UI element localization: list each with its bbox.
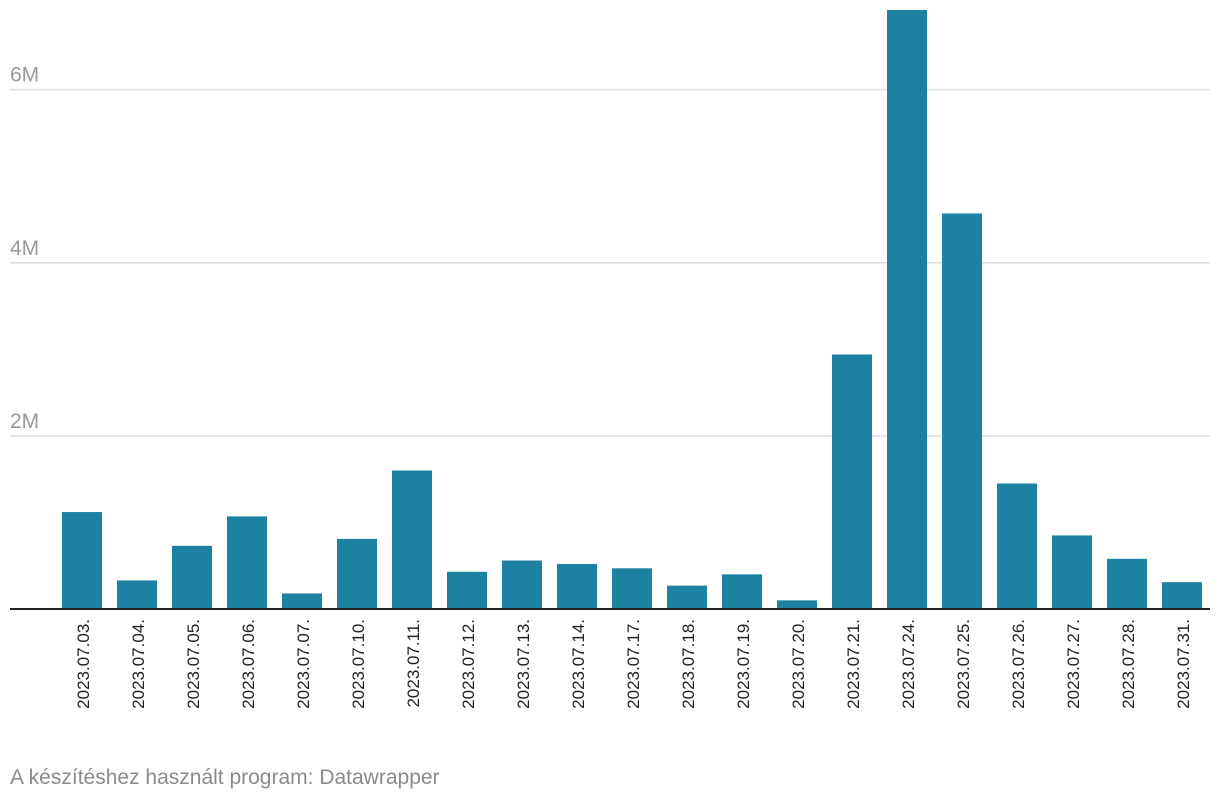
x-tick-label: 2023.07.14. <box>569 619 588 709</box>
bar <box>172 545 212 609</box>
y-tick-label: 2M <box>10 410 39 433</box>
bar <box>777 600 817 609</box>
bar <box>832 354 872 609</box>
bar <box>557 563 597 609</box>
y-axis-tick-labels: 2M 4M 6M <box>10 64 39 433</box>
footer-credit: A készítéshez használt program: Datawrap… <box>10 766 440 789</box>
x-tick-label: 2023.07.31. <box>1174 619 1193 709</box>
x-tick-label: 2023.07.28. <box>1119 619 1138 709</box>
x-axis-tick-labels: 2023.07.03. 2023.07.04. 2023.07.05. 2023.07… <box>74 619 1193 709</box>
x-tick-label: 2023.07.06. <box>239 619 258 709</box>
x-tick-label: 2023.07.11. <box>404 619 423 708</box>
x-tick-label: 2023.07.25. <box>954 619 973 709</box>
x-tick-label: 2023.07.07. <box>294 619 313 709</box>
bar <box>667 585 707 609</box>
y-tick-label: 4M <box>10 237 39 260</box>
x-tick-label: 2023.07.19. <box>734 619 753 709</box>
bar <box>227 516 267 609</box>
bar <box>447 571 487 609</box>
bar <box>1107 558 1147 609</box>
bar <box>392 470 432 609</box>
x-tick-label: 2023.07.18. <box>679 619 698 709</box>
y-tick-label: 6M <box>10 64 39 87</box>
x-tick-label: 2023.07.21. <box>844 619 863 709</box>
bar <box>612 568 652 609</box>
bar <box>1162 582 1202 609</box>
bar <box>942 213 982 609</box>
x-tick-label: 2023.07.20. <box>789 619 808 709</box>
x-tick-label: 2023.07.26. <box>1009 619 1028 709</box>
x-tick-label: 2023.07.27. <box>1064 619 1083 709</box>
gridlines <box>10 88 1210 437</box>
bar <box>887 10 927 609</box>
x-tick-label: 2023.07.17. <box>624 619 643 709</box>
x-tick-label: 2023.07.24. <box>899 619 918 709</box>
bar <box>1052 535 1092 609</box>
bar <box>282 593 322 609</box>
bar <box>502 560 542 609</box>
bar <box>997 483 1037 609</box>
x-tick-label: 2023.07.10. <box>349 619 368 709</box>
x-tick-label: 2023.07.04. <box>129 619 148 709</box>
bar <box>62 512 102 609</box>
bar <box>722 574 762 609</box>
x-tick-label: 2023.07.13. <box>514 619 533 709</box>
bar <box>117 580 157 609</box>
bars <box>62 10 1202 609</box>
x-tick-label: 2023.07.03. <box>74 619 93 709</box>
x-tick-label: 2023.07.12. <box>459 619 478 709</box>
bar <box>337 538 377 609</box>
x-tick-label: 2023.07.05. <box>184 619 203 709</box>
